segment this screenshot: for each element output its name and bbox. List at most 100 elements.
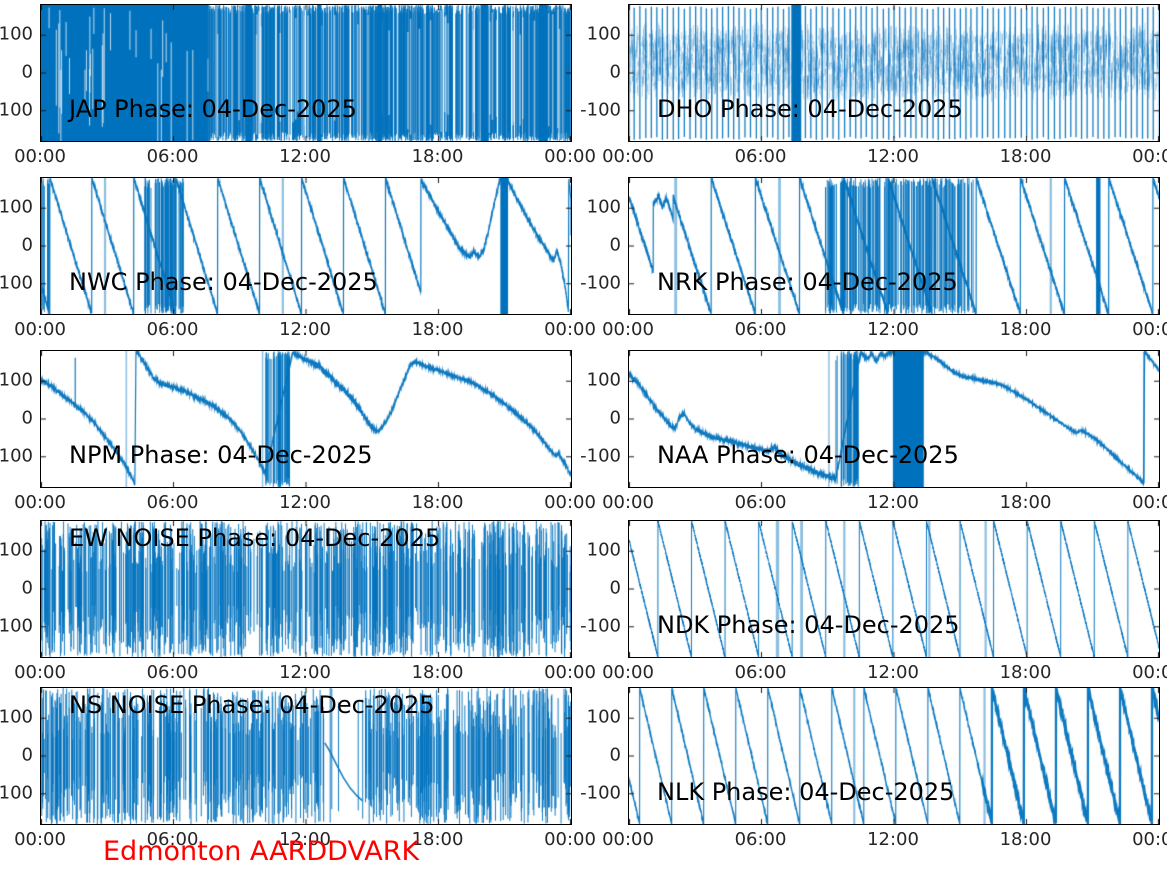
nlk-xtick-1: 06:00 <box>734 829 787 850</box>
ew-noise-phase-series-canvas <box>41 521 571 657</box>
jap-xtick-0: 00:00 <box>14 146 66 167</box>
ew-noise-xtick-1: 06:00 <box>146 662 199 683</box>
dho-phase-series-canvas <box>629 5 1159 141</box>
nlk-xtick-4: 00:00 <box>1132 829 1167 850</box>
subplot-nwc-phase: NWC Phase: 04-Dec-2025 <box>40 177 572 315</box>
jap-xtick-2: 12:00 <box>279 146 331 167</box>
nrk-ytick-1: 0 <box>609 234 621 256</box>
naa-xtick-3: 18:00 <box>999 492 1052 513</box>
dho-ytick-0: 100 <box>586 23 621 45</box>
nlk-plot-label: NLK Phase: 04-Dec-2025 <box>657 778 955 806</box>
naa-ytick-2: -100 <box>580 445 621 467</box>
nwc-xtick-1: 06:00 <box>146 319 199 340</box>
subplot-ns-noise-phase: NS NOISE Phase: 04-Dec-2025 <box>40 687 572 825</box>
dho-xtick-2: 12:00 <box>867 146 919 167</box>
nrk-phase-series-canvas <box>629 178 1159 314</box>
npm-phase-series-canvas <box>41 351 571 487</box>
npm-ytick-2: -100 <box>0 445 33 467</box>
naa-phase-series-canvas <box>629 351 1159 487</box>
naa-ytick-0: 100 <box>586 369 621 391</box>
ns-noise-ytick-1: 0 <box>21 744 33 766</box>
ew-noise-ytick-0: 100 <box>0 539 33 561</box>
ndk-xtick-3: 18:00 <box>999 662 1052 683</box>
ns-noise-xtick-3: 18:00 <box>411 829 464 850</box>
ns-noise-ytick-2: -100 <box>0 782 33 804</box>
jap-ytick-1: 0 <box>21 61 33 83</box>
nrk-ytick-2: -100 <box>580 272 621 294</box>
npm-xtick-2: 12:00 <box>279 492 331 513</box>
ndk-xtick-4: 00:00 <box>1132 662 1167 683</box>
ew-noise-ytick-1: 0 <box>21 577 33 599</box>
ns-noise-phase-series-canvas <box>41 688 571 824</box>
jap-phase-series-canvas <box>41 5 571 141</box>
dho-xtick-3: 18:00 <box>999 146 1052 167</box>
nrk-xtick-4: 00:00 <box>1132 319 1167 340</box>
nwc-ytick-2: -100 <box>0 272 33 294</box>
subplot-nlk-phase: NLK Phase: 04-Dec-2025 <box>628 687 1160 825</box>
naa-xtick-1: 06:00 <box>734 492 787 513</box>
ndk-xtick-2: 12:00 <box>867 662 919 683</box>
ns-noise-xtick-0: 00:00 <box>14 829 66 850</box>
nrk-xtick-3: 18:00 <box>999 319 1052 340</box>
ew-noise-xtick-3: 18:00 <box>411 662 464 683</box>
jap-plot-label: JAP Phase: 04-Dec-2025 <box>69 95 357 123</box>
subplot-nrk-phase: NRK Phase: 04-Dec-2025 <box>628 177 1160 315</box>
npm-xtick-3: 18:00 <box>411 492 464 513</box>
dho-plot-label: DHO Phase: 04-Dec-2025 <box>657 95 963 123</box>
ndk-ytick-0: 100 <box>586 539 621 561</box>
nwc-plot-label: NWC Phase: 04-Dec-2025 <box>69 268 378 296</box>
nrk-plot-label: NRK Phase: 04-Dec-2025 <box>657 268 958 296</box>
subplot-ew-noise-phase: EW NOISE Phase: 04-Dec-2025 <box>40 520 572 658</box>
dho-ytick-1: 0 <box>609 61 621 83</box>
nlk-xtick-2: 12:00 <box>867 829 919 850</box>
ew-noise-ytick-2: -100 <box>0 615 33 637</box>
ndk-xtick-0: 00:00 <box>602 662 654 683</box>
ndk-plot-label: NDK Phase: 04-Dec-2025 <box>657 611 960 639</box>
npm-ytick-0: 100 <box>0 369 33 391</box>
jap-xtick-1: 06:00 <box>146 146 199 167</box>
nlk-phase-series-canvas <box>629 688 1159 824</box>
ew-noise-plot-label: EW NOISE Phase: 04-Dec-2025 <box>69 524 441 552</box>
dho-ytick-2: -100 <box>580 99 621 121</box>
ew-noise-xtick-0: 00:00 <box>14 662 66 683</box>
ns-noise-xtick-1: 06:00 <box>146 829 199 850</box>
naa-plot-label: NAA Phase: 04-Dec-2025 <box>657 441 959 469</box>
nwc-xtick-3: 18:00 <box>411 319 464 340</box>
nwc-ytick-1: 0 <box>21 234 33 256</box>
nrk-xtick-1: 06:00 <box>734 319 787 340</box>
subplot-dho-phase: DHO Phase: 04-Dec-2025 <box>628 4 1160 142</box>
nlk-xtick-3: 18:00 <box>999 829 1052 850</box>
npm-xtick-1: 06:00 <box>146 492 199 513</box>
nwc-ytick-0: 100 <box>0 196 33 218</box>
nlk-ytick-0: 100 <box>586 706 621 728</box>
ndk-xtick-1: 06:00 <box>734 662 787 683</box>
jap-ytick-0: 100 <box>0 23 33 45</box>
npm-ytick-1: 0 <box>21 407 33 429</box>
station-footer-label: Edmonton AARDDVARK <box>103 836 420 867</box>
npm-xtick-4: 00:00 <box>544 492 596 513</box>
ns-noise-xtick-2: 12:00 <box>279 829 331 850</box>
naa-xtick-2: 12:00 <box>867 492 919 513</box>
ndk-ytick-1: 0 <box>609 577 621 599</box>
subplot-jap-phase: JAP Phase: 04-Dec-2025 <box>40 4 572 142</box>
naa-ytick-1: 0 <box>609 407 621 429</box>
nwc-xtick-4: 00:00 <box>544 319 596 340</box>
nrk-xtick-2: 12:00 <box>867 319 919 340</box>
npm-xtick-0: 00:00 <box>14 492 66 513</box>
ns-noise-xtick-4: 00:00 <box>544 829 596 850</box>
jap-ytick-2: -100 <box>0 99 33 121</box>
dho-xtick-4: 00:00 <box>1132 146 1167 167</box>
nlk-xtick-0: 00:00 <box>602 829 654 850</box>
dho-xtick-0: 00:00 <box>602 146 654 167</box>
subplot-npm-phase: NPM Phase: 04-Dec-2025 <box>40 350 572 488</box>
ns-noise-ytick-0: 100 <box>0 706 33 728</box>
ndk-phase-series-canvas <box>629 521 1159 657</box>
npm-plot-label: NPM Phase: 04-Dec-2025 <box>69 441 373 469</box>
nwc-phase-series-canvas <box>41 178 571 314</box>
ndk-ytick-2: -100 <box>580 615 621 637</box>
nrk-xtick-0: 00:00 <box>602 319 654 340</box>
nlk-ytick-1: 0 <box>609 744 621 766</box>
nlk-ytick-2: -100 <box>580 782 621 804</box>
nwc-xtick-0: 00:00 <box>14 319 66 340</box>
naa-xtick-4: 00:00 <box>1132 492 1167 513</box>
